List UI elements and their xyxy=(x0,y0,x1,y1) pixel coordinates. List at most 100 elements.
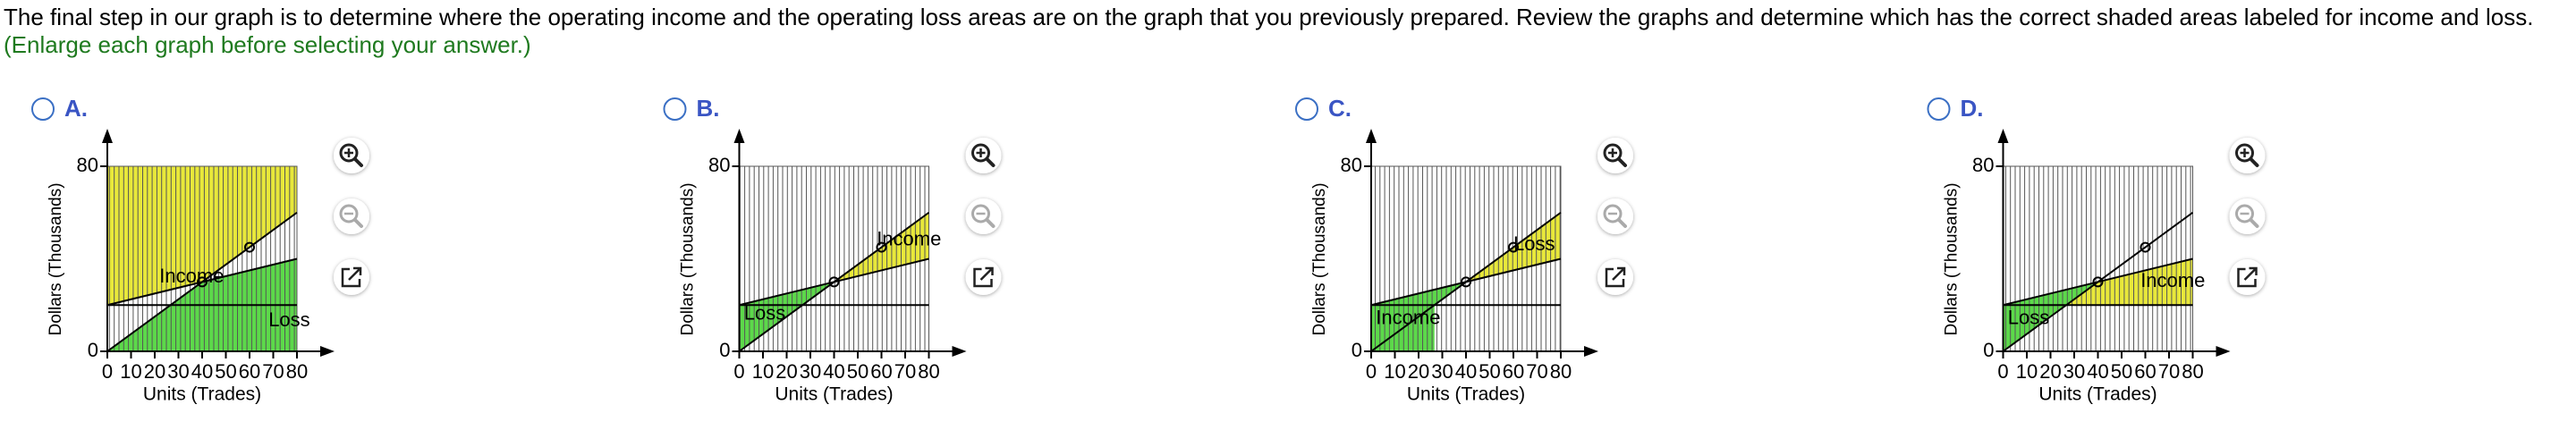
x-tick-label: 60 xyxy=(1503,360,1524,383)
radio-button[interactable] xyxy=(31,97,55,121)
lens xyxy=(2235,204,2254,223)
x-axis-label: Units (Trades) xyxy=(143,384,261,405)
popout-button[interactable] xyxy=(965,259,1002,295)
y-arrow xyxy=(1366,129,1377,143)
option-letter[interactable]: B. xyxy=(697,95,720,122)
sign xyxy=(2240,148,2250,157)
y-axis-label: Dollars (Thousands) xyxy=(1310,182,1329,335)
option-letter[interactable]: D. xyxy=(1961,95,1984,122)
x-tick-label: 30 xyxy=(1431,360,1453,383)
point xyxy=(244,241,255,253)
x-tick-label: 80 xyxy=(286,360,308,383)
radio-button[interactable] xyxy=(1295,97,1318,121)
x-tick-label: 50 xyxy=(847,360,869,383)
popout-button[interactable] xyxy=(2229,259,2266,295)
radio-button[interactable] xyxy=(1927,97,1951,121)
y-arrow xyxy=(733,129,745,143)
sign xyxy=(976,148,986,157)
x-tick-label: 30 xyxy=(800,360,821,383)
lens xyxy=(339,204,359,223)
x-arrow xyxy=(1584,346,1598,357)
y-axis-label: Dollars (Thousands) xyxy=(47,182,65,335)
option-letter[interactable]: A. xyxy=(64,95,88,122)
x-tick-label: 10 xyxy=(1384,360,1405,383)
radio-button[interactable] xyxy=(663,97,687,121)
x-tick-label: 60 xyxy=(870,360,892,383)
zoom-in-button[interactable] xyxy=(2229,138,2266,173)
x-tick-label: 80 xyxy=(2182,360,2203,383)
x-tick-label: 0 xyxy=(733,360,744,383)
y-tick-label: 0 xyxy=(1352,339,1362,361)
point xyxy=(2092,276,2104,288)
point xyxy=(2140,241,2151,253)
x-tick-label: 70 xyxy=(1526,360,1547,383)
y-tick-label: 80 xyxy=(1972,154,1994,176)
y-tick-label: 0 xyxy=(719,339,730,361)
zoom-in-button[interactable] xyxy=(1597,138,1633,173)
y-tick-label: 80 xyxy=(1341,154,1362,176)
x-axis-label: Units (Trades) xyxy=(1407,384,1525,405)
handle xyxy=(1617,157,1627,167)
y-axis-label: Dollars (Thousands) xyxy=(679,182,698,335)
zoom-out-button[interactable] xyxy=(2229,198,2266,234)
zoom-out-button[interactable] xyxy=(1597,198,1633,234)
area-label: Loss xyxy=(268,308,309,331)
x-tick-label: 60 xyxy=(2134,360,2156,383)
hint: (Enlarge each graph before selecting you… xyxy=(4,31,531,58)
x-arrow xyxy=(320,346,335,357)
hatching xyxy=(2003,165,2193,352)
x-tick-label: 0 xyxy=(1997,360,2008,383)
x-tick-label: 20 xyxy=(2039,360,2061,383)
handle xyxy=(985,218,996,228)
x-tick-label: 50 xyxy=(215,360,236,383)
zoom-out-button[interactable] xyxy=(965,198,1002,234)
point xyxy=(876,241,887,253)
line xyxy=(2002,211,2194,352)
x-tick-label: 10 xyxy=(2016,360,2038,383)
handle xyxy=(353,218,363,228)
y-arrow xyxy=(1997,129,2009,143)
zoom-in-button[interactable] xyxy=(334,138,369,173)
lens xyxy=(1603,204,1623,223)
y-axis-label: Dollars (Thousands) xyxy=(1943,182,1962,335)
x-tick-label: 30 xyxy=(167,360,189,383)
handle xyxy=(2249,157,2259,167)
area-label: Income xyxy=(2140,269,2205,291)
point xyxy=(1508,241,1519,253)
question: The final step in our graph is to determ… xyxy=(4,4,2562,59)
icon-bg xyxy=(965,198,1002,234)
x-tick-label: 70 xyxy=(2158,360,2180,383)
icon-bg xyxy=(2229,198,2266,234)
arrow xyxy=(979,266,994,281)
area-label: Loss xyxy=(1513,232,1555,255)
handle xyxy=(985,157,996,167)
arrow xyxy=(348,266,362,281)
option-letter[interactable]: C. xyxy=(1328,95,1352,122)
popout-button[interactable] xyxy=(334,259,369,295)
x-tick-label: 0 xyxy=(1366,360,1377,383)
zoom-in-button[interactable] xyxy=(965,138,1002,173)
zoom-out-button[interactable] xyxy=(334,198,369,234)
box xyxy=(973,267,993,288)
icon-bg xyxy=(334,198,369,234)
x-tick-label: 0 xyxy=(102,360,113,383)
arrow xyxy=(1612,266,1626,281)
x-arrow xyxy=(952,346,967,357)
x-tick-label: 80 xyxy=(918,360,939,383)
arrow xyxy=(2243,266,2258,281)
point xyxy=(197,276,208,288)
popout-button[interactable] xyxy=(1597,259,1633,295)
y-tick-label: 80 xyxy=(77,154,98,176)
x-tick-label: 30 xyxy=(2063,360,2085,383)
x-tick-label: 70 xyxy=(894,360,916,383)
icon-bg xyxy=(1597,198,1633,234)
x-arrow xyxy=(2216,346,2231,357)
x-tick-label: 20 xyxy=(144,360,165,383)
area-label: Income xyxy=(1376,307,1440,329)
y-tick-label: 0 xyxy=(1983,339,1994,361)
y-tick-label: 0 xyxy=(88,339,98,361)
x-tick-label: 60 xyxy=(239,360,260,383)
x-tick-label: 20 xyxy=(1408,360,1429,383)
